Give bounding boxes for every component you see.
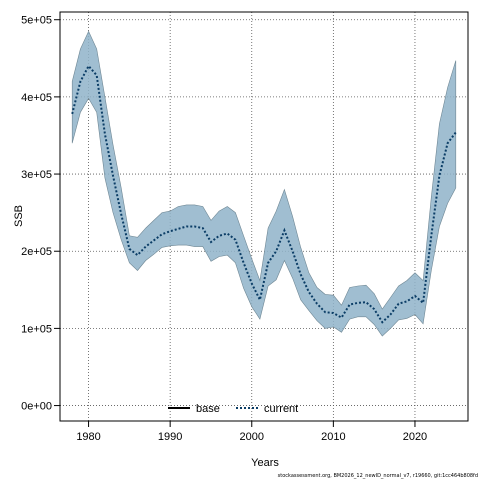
legend-label-base: base	[196, 403, 220, 415]
confidence-bands	[71, 30, 457, 337]
y-tick-label: 4e+05	[21, 92, 52, 104]
y-tick-label: 1e+05	[21, 323, 52, 335]
x-tick-label: 1980	[76, 431, 100, 443]
series-line-current	[71, 64, 457, 324]
x-tick-label: 2010	[321, 431, 345, 443]
series-lines	[71, 64, 457, 324]
source-caption: stockassessment.org, BM2026_12_newID_nor…	[278, 473, 478, 479]
x-tick-label: 1990	[158, 431, 182, 443]
ci-band-current	[71, 30, 457, 337]
x-axis-title: Years	[251, 457, 279, 469]
y-axis: 0e+00 1e+05 2e+05 3e+05 4e+05 5e+05	[21, 15, 60, 413]
y-tick-label: 3e+05	[21, 169, 52, 181]
legend-label-current: current	[264, 403, 298, 415]
y-tick-label: 5e+05	[21, 15, 52, 27]
x-tick-label: 2000	[240, 431, 264, 443]
x-axis: 1980 1990 2000 2010 2020	[76, 421, 427, 443]
y-tick-label: 0e+00	[21, 401, 52, 413]
x-tick-label: 2020	[403, 431, 427, 443]
y-tick-label: 2e+05	[21, 246, 52, 258]
plot-frame	[59, 11, 469, 422]
y-axis-title: SSB	[13, 205, 25, 227]
legend: base current	[168, 403, 298, 415]
